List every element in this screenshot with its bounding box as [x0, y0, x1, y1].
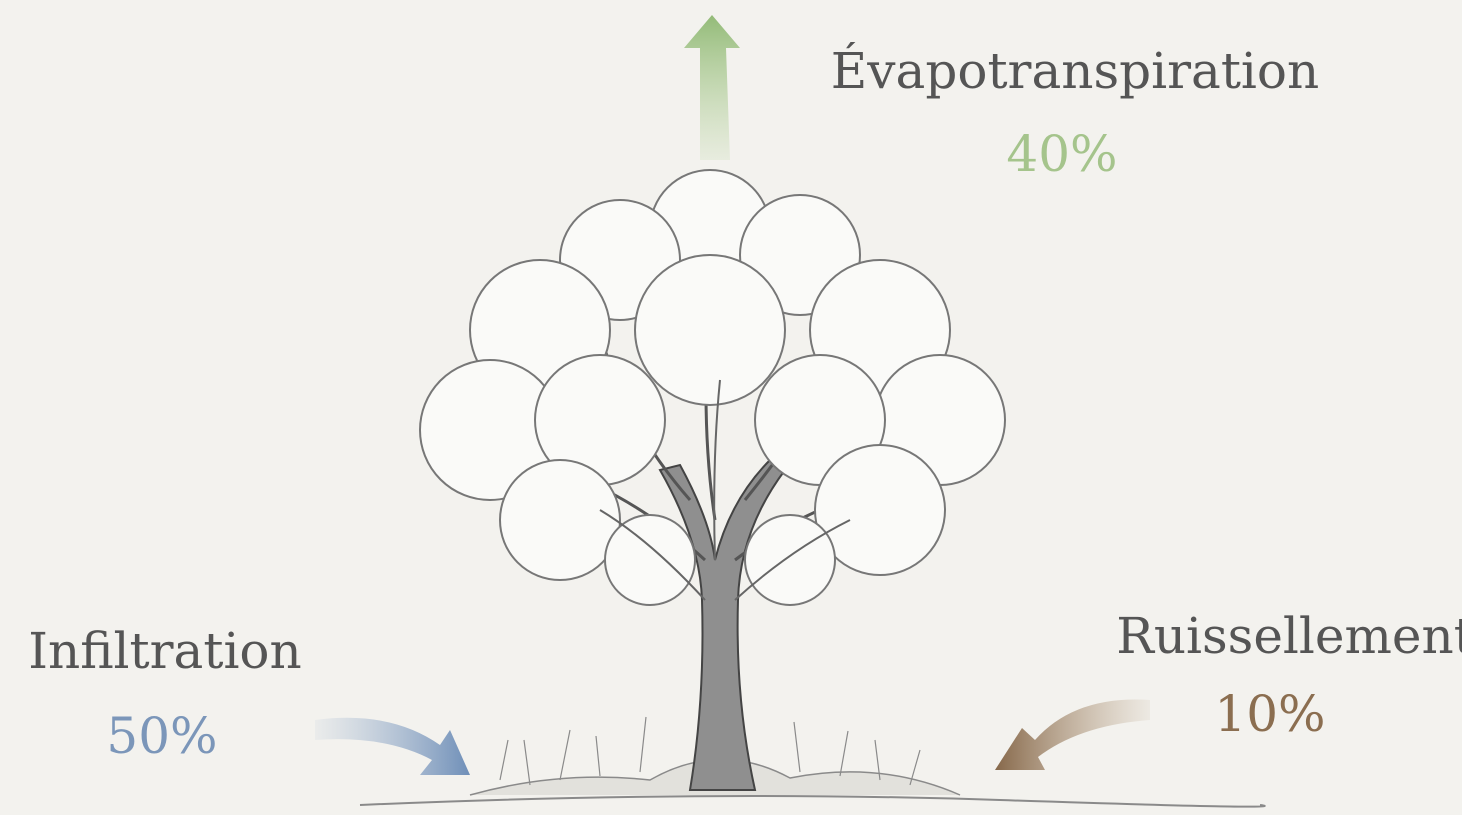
flow-label: Infiltration	[28, 622, 302, 680]
flow-value: 50%	[106, 707, 217, 765]
flow-label: Ruissellement	[1116, 607, 1462, 665]
flow-value: 10%	[1214, 685, 1325, 743]
flow-label: Évapotranspiration	[831, 41, 1319, 100]
flow-value: 40%	[1006, 125, 1117, 183]
diagram: Évapotranspiration 40% Infiltration 50% …	[0, 0, 1462, 815]
